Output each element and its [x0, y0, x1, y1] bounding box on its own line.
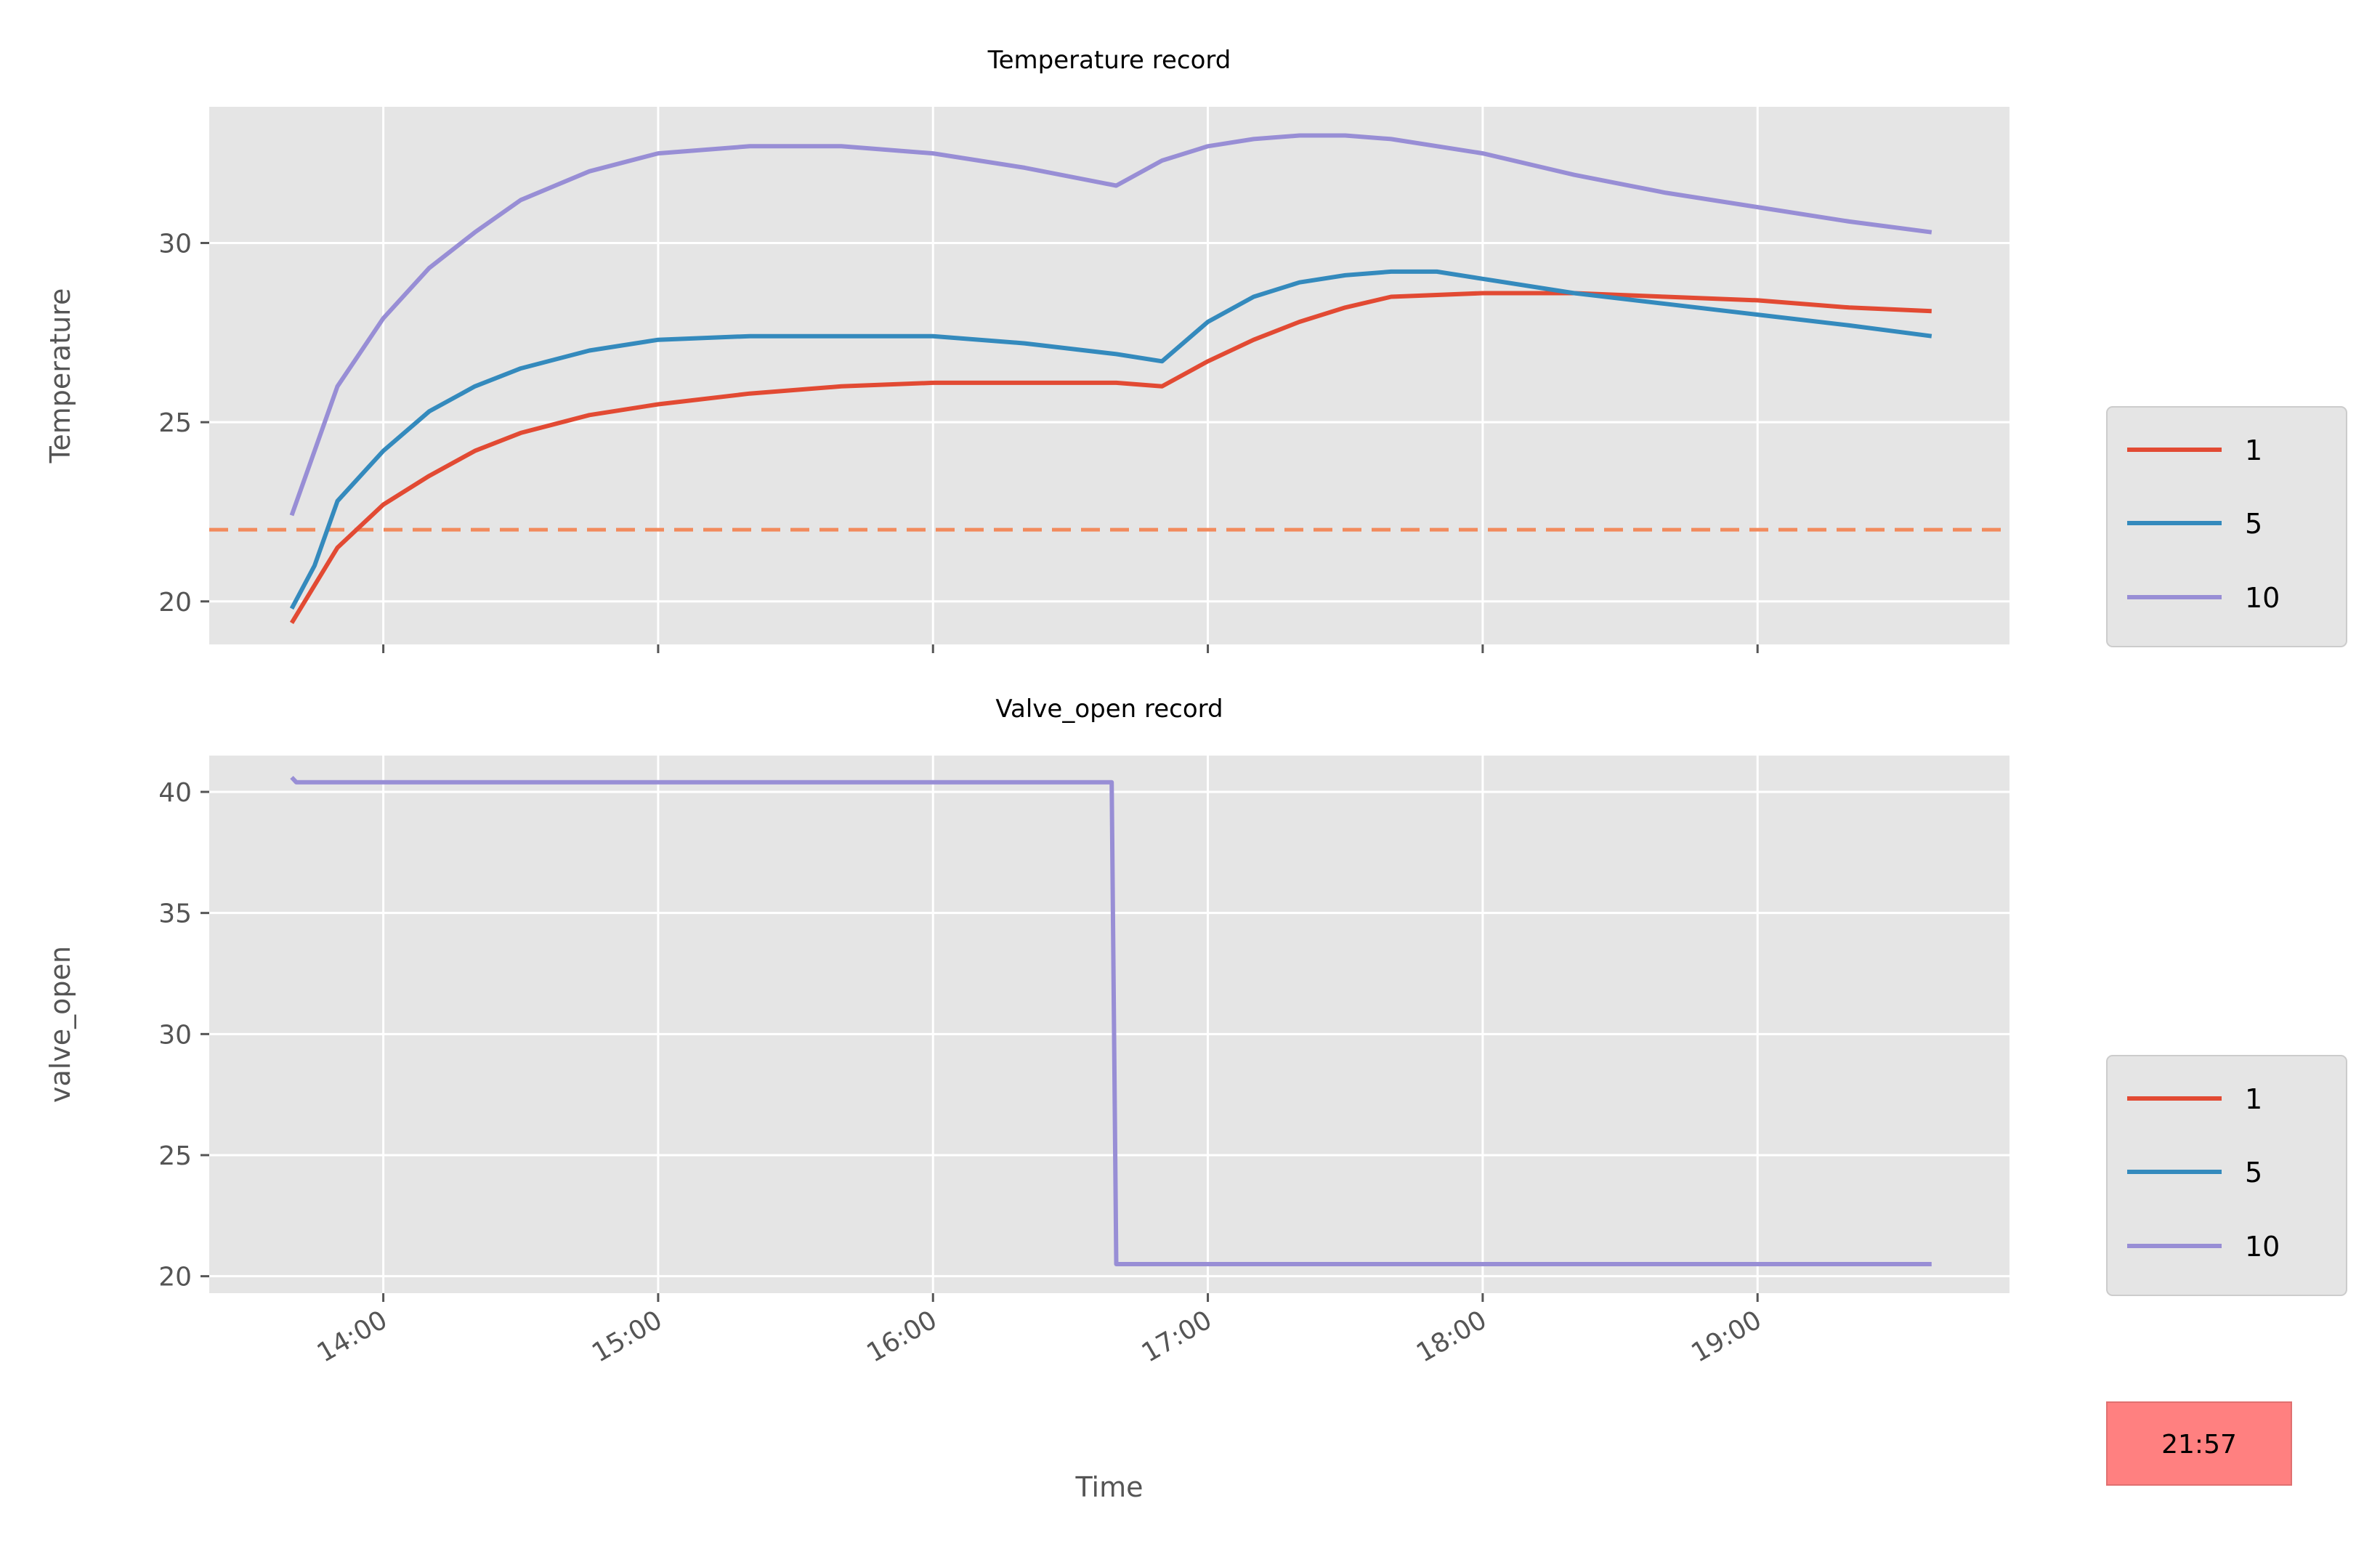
- time-badge-bg: [2106, 1401, 2292, 1486]
- temperature-series: [289, 133, 1932, 624]
- valve-series: [290, 775, 1932, 1266]
- temperature-title: Temperature record: [987, 46, 1231, 75]
- time-badge: 21:57: [2106, 1401, 2292, 1486]
- y-tick-label: 25: [158, 1141, 192, 1171]
- legend-label-10: 10: [2245, 1231, 2280, 1263]
- valve-y-label: valve_open: [44, 946, 76, 1103]
- legend-label-5: 5: [2245, 1157, 2262, 1189]
- y-tick-label: 20: [158, 1263, 192, 1292]
- valve-y-ticks: 20 25 30 35 40: [158, 778, 209, 1292]
- temperature-y-label: Temperature: [44, 288, 76, 464]
- valve-title: Valve_open record: [995, 695, 1223, 724]
- legend-label-10: 10: [2245, 582, 2280, 614]
- x-tick-label: 19:00: [1686, 1305, 1766, 1368]
- temperature-panel: 20 25 30 Temperature record Temperature: [44, 46, 2009, 653]
- legend-label-1: 1: [2245, 1083, 2262, 1115]
- x-tick-label: 15:00: [587, 1305, 667, 1368]
- y-tick-label: 30: [158, 1020, 192, 1050]
- legend-box: [2106, 1055, 2347, 1296]
- temperature-x-tick-marks: [382, 644, 1759, 653]
- series-line-10: [289, 133, 1932, 517]
- series-line-10: [290, 775, 1932, 1266]
- y-tick-label: 25: [158, 408, 192, 438]
- legend-box: [2106, 406, 2347, 647]
- valve-x-ticks: 14:00 15:00 16:00 17:00 18:00 19:00: [312, 1293, 1767, 1369]
- legend-label-1: 1: [2245, 434, 2262, 466]
- legend-label-5: 5: [2245, 508, 2262, 540]
- valve-panel: 20 25 30 35 40 14:00 15:00 16:00 17:00 18:00 19:0…: [44, 695, 2009, 1503]
- x-tick-label: 16:00: [862, 1305, 942, 1368]
- y-tick-label: 40: [158, 778, 192, 808]
- series-line-5: [289, 269, 1932, 610]
- y-tick-label: 35: [158, 899, 192, 929]
- temperature-legend: 1 5 10: [2106, 406, 2347, 647]
- x-tick-label: 17:00: [1137, 1305, 1217, 1368]
- time-badge-text: 21:57: [2161, 1430, 2237, 1460]
- temperature-grid: [209, 107, 2009, 644]
- y-tick-label: 30: [158, 229, 192, 259]
- x-tick-label: 14:00: [312, 1305, 392, 1368]
- x-tick-label: 18:00: [1412, 1305, 1491, 1368]
- temperature-y-ticks: 20 25 30: [158, 229, 209, 618]
- temperature-plot-area: [209, 107, 2009, 644]
- x-axis-label: Time: [1075, 1471, 1144, 1503]
- valve-plot-area: [209, 756, 2009, 1293]
- y-tick-label: 20: [158, 588, 192, 618]
- valve-legend: 1 5 10: [2106, 1055, 2347, 1296]
- valve-grid: [209, 756, 2009, 1293]
